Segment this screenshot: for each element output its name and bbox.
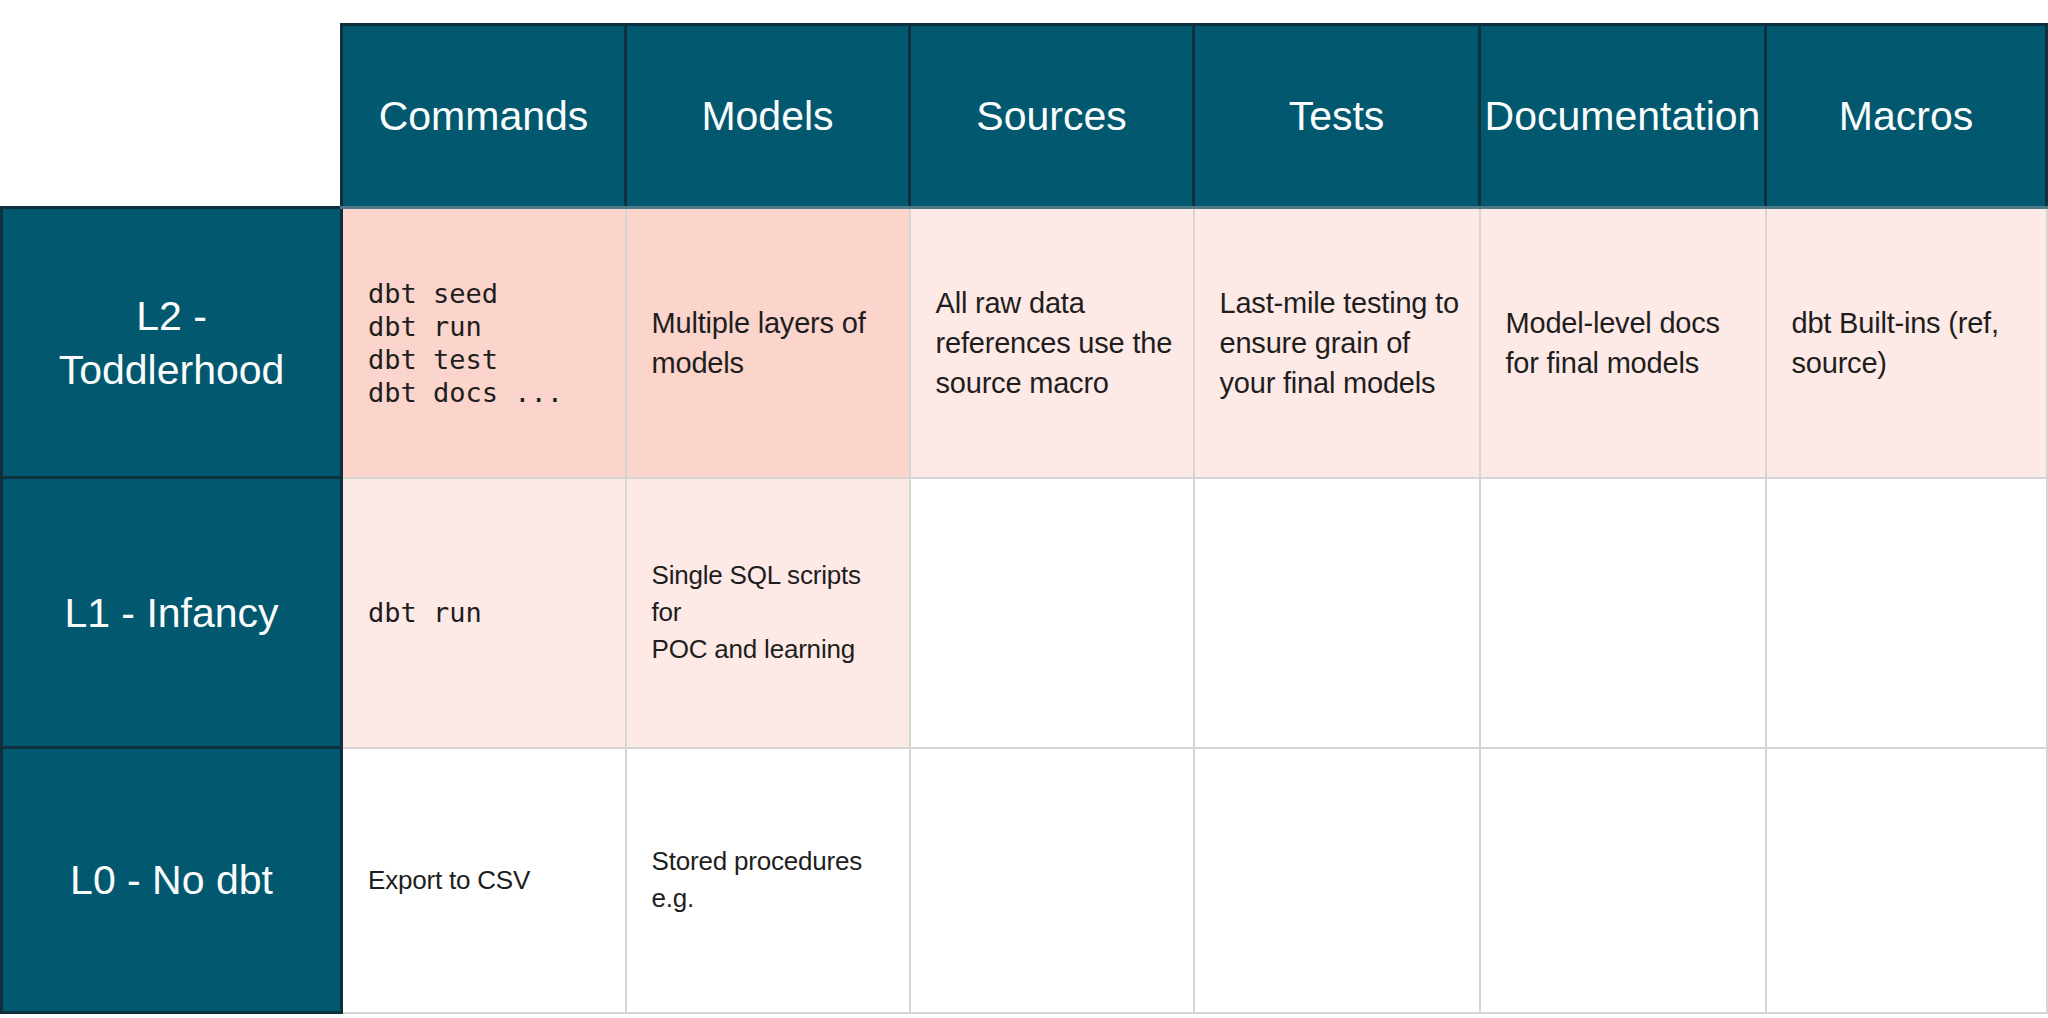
cell-l1-documentation <box>1480 478 1766 748</box>
table-row-l1: L1 - Infancy dbt run Single SQL scripts … <box>2 478 2047 748</box>
cell-l2-commands: dbt seed dbt run dbt test dbt docs ... <box>342 208 626 478</box>
column-header-label: Documentation <box>1485 93 1761 139</box>
cell-l2-tests: Last-mile testing to ensure grain of you… <box>1194 208 1480 478</box>
table-row-l0: L0 - No dbt Export to CSV Stored procedu… <box>2 748 2047 1013</box>
column-header-label: Macros <box>1839 93 1973 139</box>
cell-text: Model-level docs for final models <box>1506 307 1720 379</box>
cell-text: Multiple layers of models <box>652 307 866 379</box>
column-header-tests: Tests <box>1194 25 1480 208</box>
cell-text: Export to CSV <box>368 865 530 895</box>
cell-l2-documentation: Model-level docs for final models <box>1480 208 1766 478</box>
column-header-commands: Commands <box>342 25 626 208</box>
cell-l0-documentation <box>1480 748 1766 1013</box>
column-header-models: Models <box>626 25 910 208</box>
row-label-l0-no-dbt: L0 - No dbt <box>2 748 342 1013</box>
cell-l0-commands: Export to CSV <box>342 748 626 1013</box>
row-label-l2-toddlerhood: L2 - Toddlerhood <box>2 208 342 478</box>
column-header-label: Tests <box>1289 93 1385 139</box>
table-row-l2: L2 - Toddlerhood dbt seed dbt run dbt te… <box>2 208 2047 478</box>
table-header-row: Commands Models Sources Tests Documentat… <box>2 25 2047 208</box>
maturity-table: Commands Models Sources Tests Documentat… <box>0 23 2048 1014</box>
cell-l1-models: Single SQL scripts for POC and learning <box>626 478 910 748</box>
column-header-sources: Sources <box>910 25 1194 208</box>
row-label-l1-infancy: L1 - Infancy <box>2 478 342 748</box>
cell-text: Last-mile testing to ensure grain of you… <box>1220 287 1459 399</box>
cell-l1-tests <box>1194 478 1480 748</box>
row-label: L2 - Toddlerhood <box>59 293 285 393</box>
cell-text: dbt run <box>368 597 482 628</box>
column-header-label: Models <box>701 93 833 139</box>
cell-l2-macros: dbt Built-ins (ref, source) <box>1766 208 2047 478</box>
cell-l1-macros <box>1766 478 2047 748</box>
cell-text: dbt seed dbt run dbt test dbt docs ... <box>368 278 563 408</box>
slide-canvas: Commands Models Sources Tests Documentat… <box>0 0 2048 1018</box>
cell-l0-macros <box>1766 748 2047 1013</box>
cell-text: Single SQL scripts for POC and learning <box>652 560 861 664</box>
cell-l1-sources <box>910 478 1194 748</box>
row-label: L0 - No dbt <box>70 857 273 903</box>
cell-l0-sources <box>910 748 1194 1013</box>
column-header-documentation: Documentation <box>1480 25 1766 208</box>
column-header-label: Commands <box>379 93 589 139</box>
column-header-label: Sources <box>976 93 1126 139</box>
cell-text: All raw data references use the source m… <box>936 287 1173 399</box>
cell-text: Stored procedures e.g. <box>652 846 863 913</box>
row-label: L1 - Infancy <box>64 590 278 636</box>
cell-l2-models: Multiple layers of models <box>626 208 910 478</box>
column-header-macros: Macros <box>1766 25 2047 208</box>
empty-corner-cell <box>2 25 342 208</box>
cell-l1-commands: dbt run <box>342 478 626 748</box>
cell-l2-sources: All raw data references use the source m… <box>910 208 1194 478</box>
cell-l0-models: Stored procedures e.g. <box>626 748 910 1013</box>
cell-text: dbt Built-ins (ref, source) <box>1792 307 1999 379</box>
cell-l0-tests <box>1194 748 1480 1013</box>
